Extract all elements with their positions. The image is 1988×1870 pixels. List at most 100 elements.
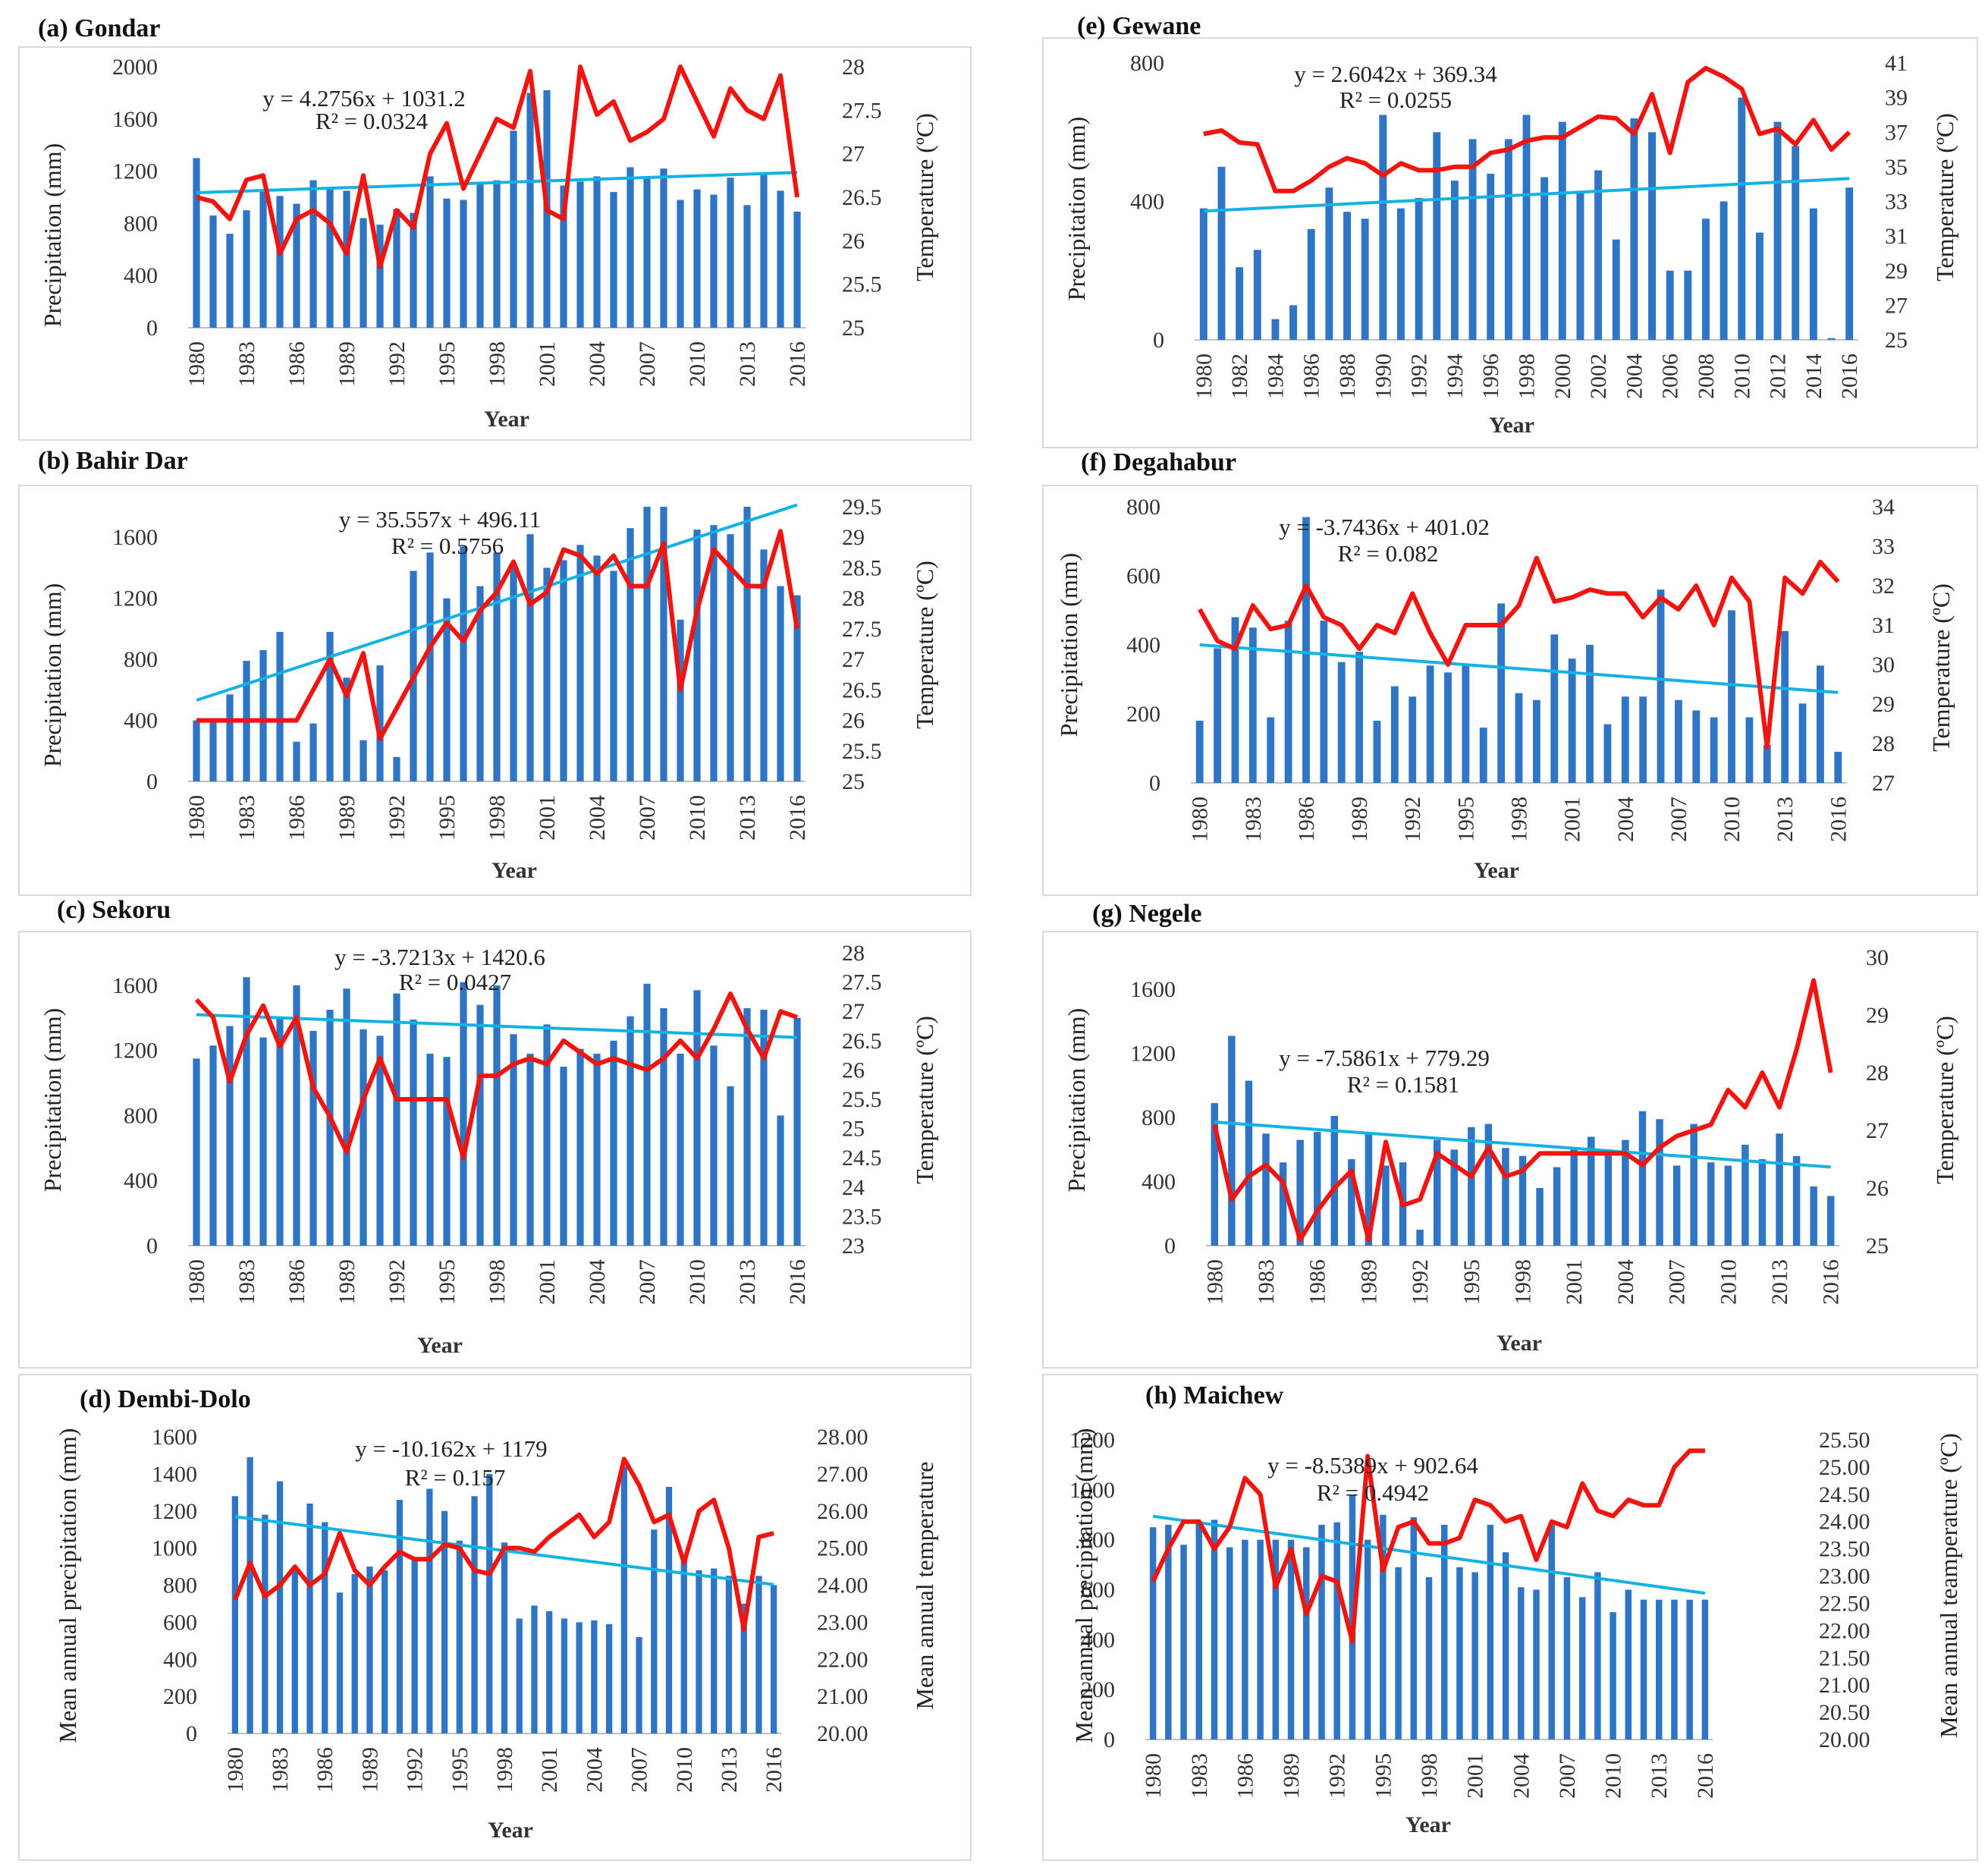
precipitation-bar: [226, 694, 234, 781]
x-tick-label: 1998: [1515, 354, 1540, 399]
precipitation-bar: [1364, 1539, 1371, 1740]
x-tick-label: 2016: [1837, 354, 1862, 399]
precipitation-bar: [526, 1053, 534, 1246]
y2-tick-label: 28.5: [842, 555, 882, 580]
y-tick-label: 1000: [1069, 1478, 1115, 1503]
precipitation-bar: [510, 130, 517, 328]
y2-tick-label: 34: [1872, 495, 1895, 520]
y2-tick-label: 26: [842, 228, 865, 253]
y-tick-label: 400: [163, 1647, 197, 1672]
precipitation-bar: [1307, 229, 1315, 340]
y2-tick-label: 24.00: [1819, 1510, 1870, 1535]
x-tick-label: 1998: [1417, 1753, 1442, 1799]
y2-tick-label: 30: [1872, 652, 1895, 677]
precipitation-bar: [193, 1058, 200, 1246]
x-tick-label: 2001: [537, 1747, 562, 1793]
x-tick-label: 1983: [234, 341, 259, 387]
y2-axis-title: Mean annual temperature: [911, 1462, 938, 1710]
precipitation-bar: [411, 1559, 418, 1733]
precipitation-bar: [693, 530, 701, 781]
precipitation-bar: [1809, 208, 1817, 340]
x-tick-label: 1989: [1356, 1259, 1381, 1305]
trend-line: [1214, 1120, 1831, 1169]
y2-tick-label: 27.5: [842, 617, 882, 642]
precipitation-bar: [460, 982, 467, 1246]
y2-tick-label: 25.5: [842, 272, 882, 297]
precipitation-bar: [1348, 1159, 1355, 1246]
y-tick-label: 0: [186, 1721, 197, 1746]
precipitation-bar: [343, 677, 350, 781]
precipitation-bar: [561, 1618, 568, 1733]
x-tick-label: 1995: [1371, 1753, 1396, 1799]
y2-tick-label: 29: [1866, 1003, 1889, 1028]
precipitation-bar: [1763, 744, 1771, 783]
trend-line: [1203, 177, 1850, 213]
y2-tick-label: 24.5: [842, 1146, 882, 1171]
y-tick-label: 200: [1081, 1677, 1115, 1702]
precipitation-bar: [209, 1045, 217, 1246]
y2-tick-label: 29: [1872, 692, 1895, 717]
precipitation-bar: [1536, 1188, 1544, 1246]
x-tick-label: 2010: [685, 1259, 710, 1305]
trend-r-squared: R² = 0.0255: [1339, 86, 1452, 113]
y2-tick-label: 26.5: [842, 185, 882, 210]
precipitation-bar: [1487, 174, 1495, 340]
temperature-line: [1212, 978, 1833, 1243]
x-tick-label: 1989: [334, 1259, 360, 1305]
precipitation-bar: [1462, 665, 1470, 783]
x-tick-label: 2007: [635, 795, 660, 841]
precipitation-bar: [1504, 139, 1512, 340]
x-tick-label: 2016: [785, 341, 810, 387]
trend-equation: y = -7.5861x + 779.29: [1279, 1045, 1490, 1071]
x-axis-title: Year: [1496, 1331, 1542, 1356]
precipitation-bar: [1195, 1522, 1203, 1740]
x-tick-label: 1990: [1371, 354, 1396, 399]
precipitation-bar: [209, 215, 217, 328]
precipitation-bar: [677, 619, 684, 781]
y2-tick-label: 25: [1866, 1234, 1889, 1259]
x-tick-label: 1980: [184, 1259, 209, 1305]
precipitation-bar: [276, 631, 284, 781]
precipitation-bar: [1267, 717, 1275, 783]
y-tick-label: 0: [1149, 771, 1160, 796]
precipitation-bar: [1622, 1139, 1629, 1246]
precipitation-bar: [643, 507, 651, 781]
y-tick-label: 0: [146, 1234, 158, 1259]
precipitation-bar: [1638, 1111, 1647, 1246]
precipitation-bar: [610, 570, 617, 781]
precipitation-bar: [426, 176, 434, 328]
x-tick-label: 2007: [1555, 1753, 1580, 1799]
precipitation-bar: [1253, 250, 1261, 340]
x-tick-label: 2001: [1463, 1753, 1488, 1799]
precipitation-bar: [1211, 1103, 1219, 1246]
y-axis-title: Precipitation (mm): [1063, 117, 1090, 301]
precipitation-bar: [1639, 696, 1647, 783]
precipitation-bar: [1450, 1149, 1458, 1246]
precipitation-bar: [1415, 197, 1423, 340]
precipitation-bar: [1289, 305, 1298, 340]
panel-a: (a) Gondar 0 400 800 1200 1600 2000 25 25.5 26 26.…: [18, 14, 972, 441]
x-tick-label: 1983: [1254, 1259, 1279, 1305]
precipitation-bar: [1468, 139, 1477, 340]
precipitation-bar: [1313, 1132, 1321, 1246]
y2-tick-label: 33: [1872, 534, 1895, 559]
x-tick-label: 1989: [357, 1747, 382, 1793]
y2-tick-label: 21.50: [1819, 1645, 1870, 1670]
precipitation-bar: [677, 200, 684, 328]
y2-tick-label: 25.00: [1819, 1455, 1870, 1480]
precipitation-bar: [259, 190, 267, 328]
x-tick-label: 2001: [1562, 1259, 1587, 1305]
precipitation-bar: [531, 1605, 538, 1733]
precipitation-bar: [593, 176, 601, 328]
x-tick-label: 1989: [1279, 1753, 1304, 1799]
x-tick-label: 1996: [1478, 354, 1503, 399]
precipitation-bar: [209, 720, 217, 781]
precipitation-bar: [1271, 319, 1280, 340]
precipitation-bar: [501, 1542, 508, 1733]
x-tick-label: 2010: [672, 1747, 697, 1793]
precipitation-bar: [410, 212, 417, 328]
y2-tick-label: 31: [1872, 613, 1895, 638]
y2-tick-label: 27.00: [817, 1462, 868, 1487]
y-tick-label: 400: [1126, 633, 1160, 658]
